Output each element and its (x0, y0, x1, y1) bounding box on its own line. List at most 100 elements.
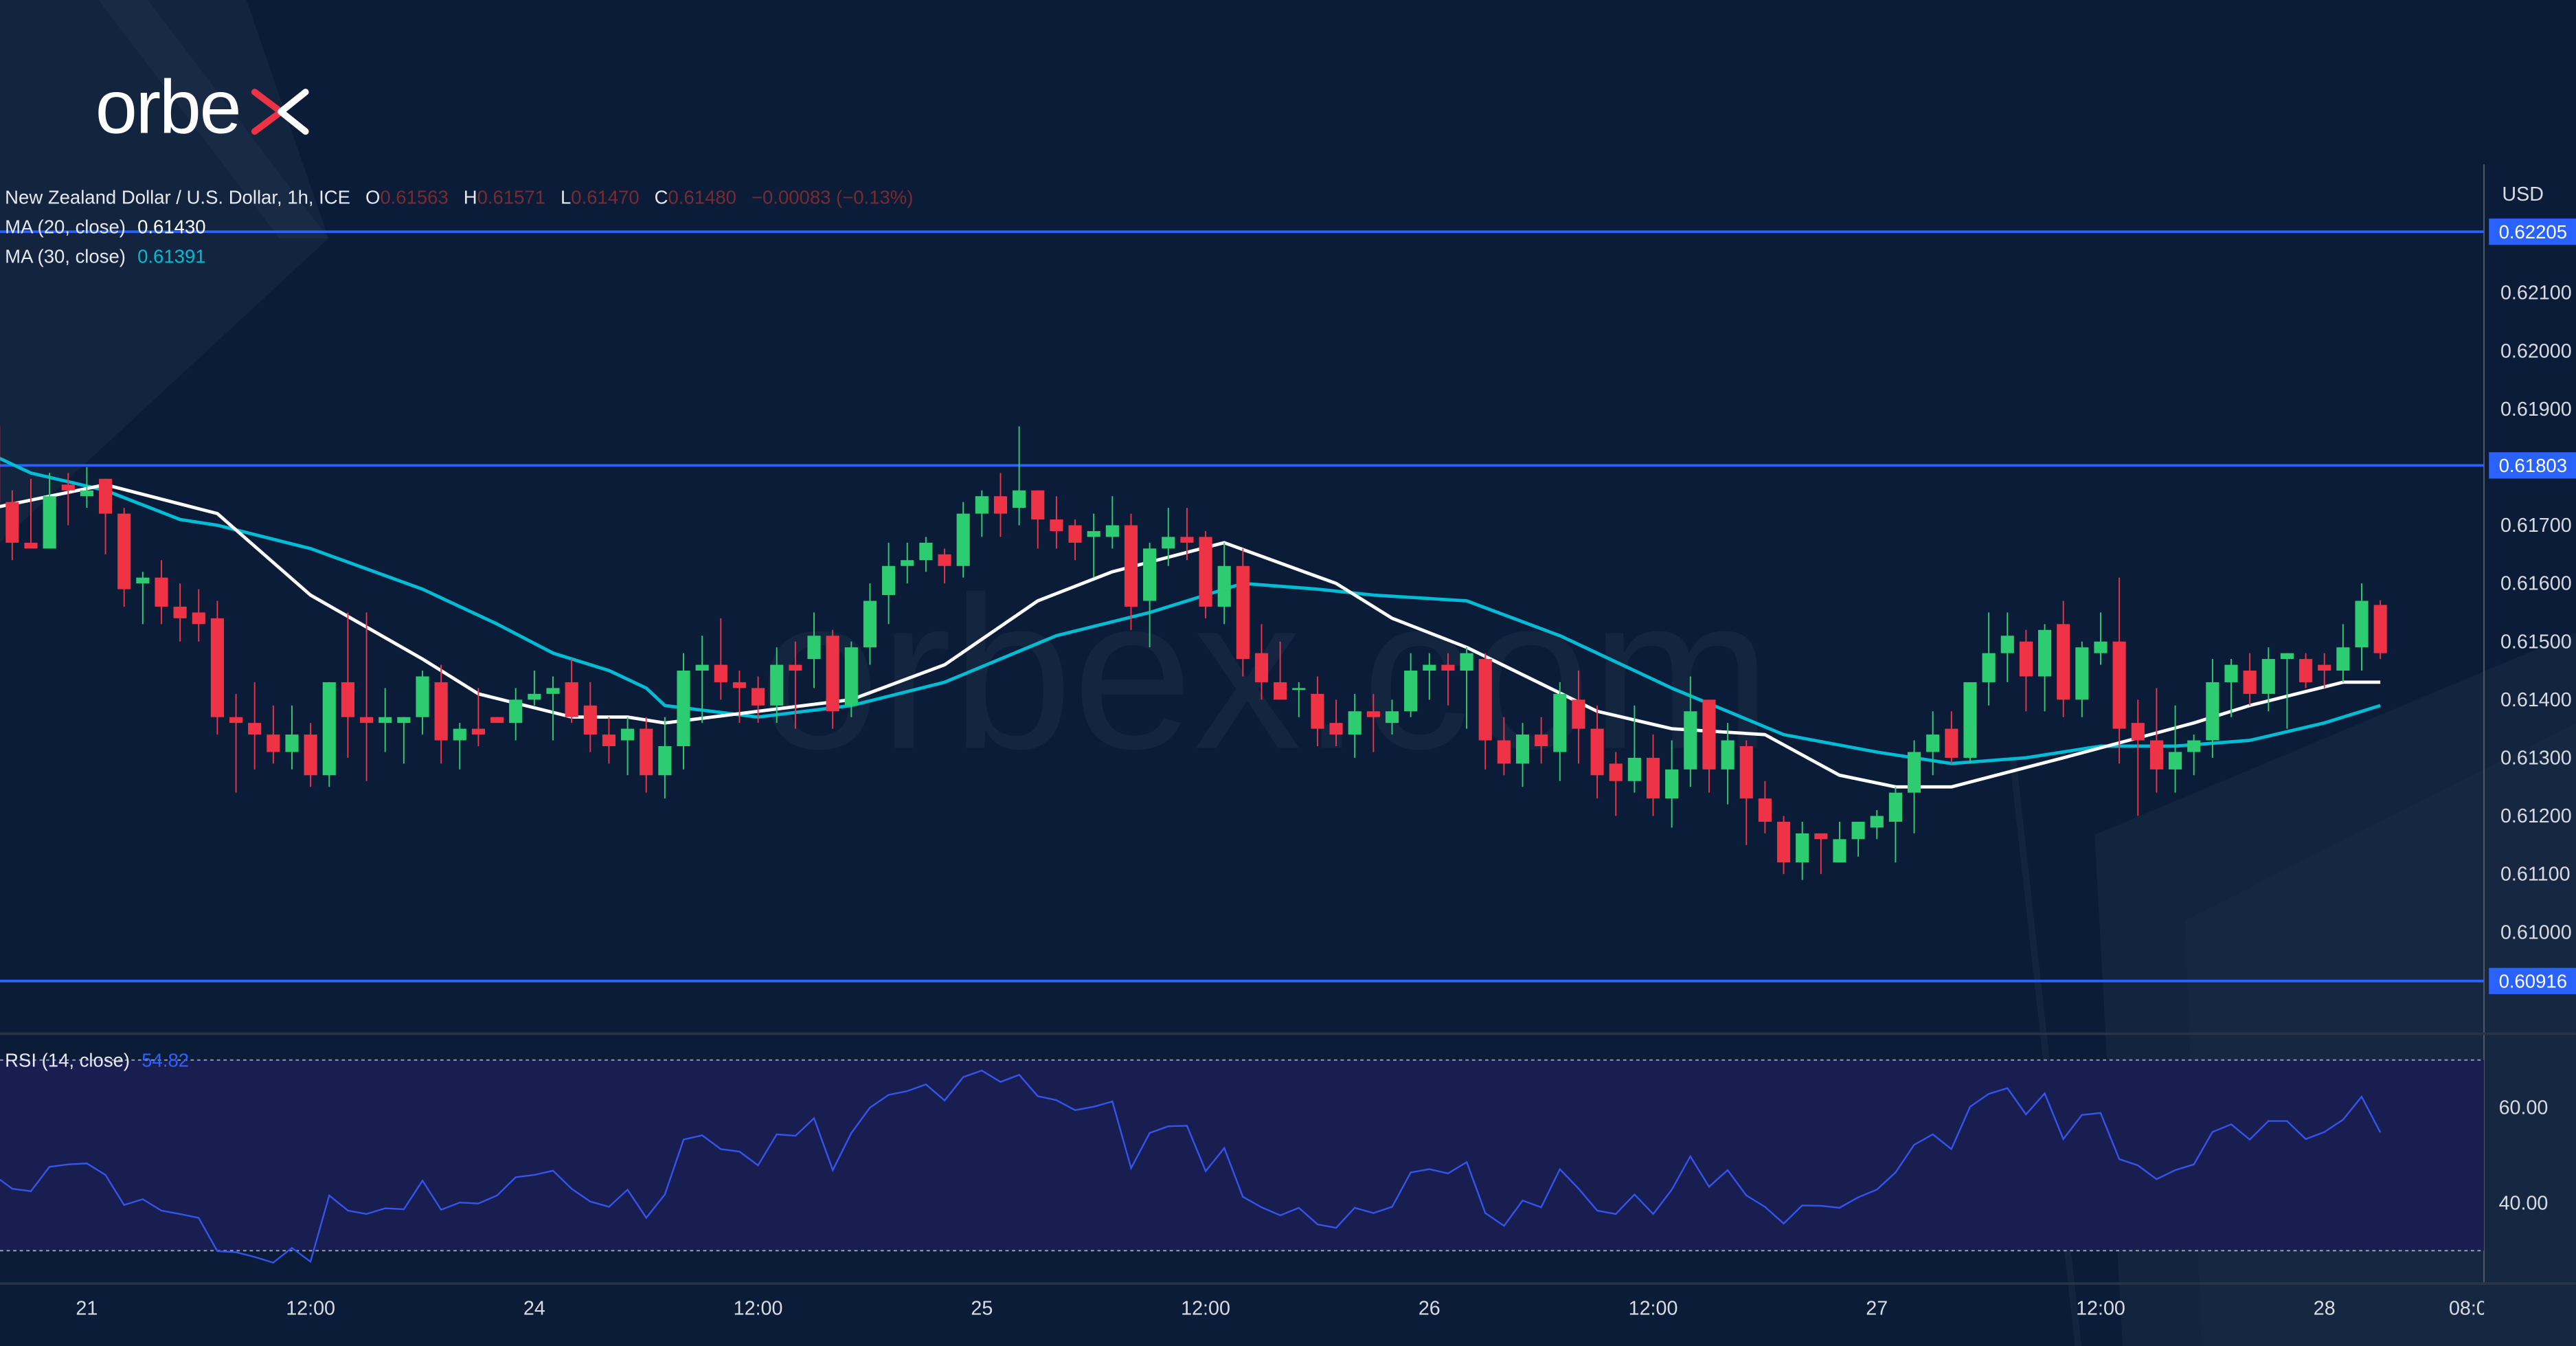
candle-body (1963, 682, 1977, 758)
candle-body (1441, 664, 1455, 671)
candle-down (210, 601, 224, 735)
candle-body (919, 542, 933, 561)
candle-down (993, 473, 1008, 537)
ma30-legend[interactable]: MA (30, close) 0.61391 (5, 246, 205, 267)
candle-body (509, 699, 523, 724)
candle-up (1851, 821, 1865, 857)
candle-body (640, 728, 653, 776)
candle-body (1311, 693, 1324, 729)
candle-up (2075, 641, 2089, 717)
candle-body (1460, 653, 1473, 671)
low-value: 0.61470 (571, 187, 639, 208)
candle-body (2187, 740, 2201, 752)
candle-body (117, 513, 131, 590)
ma20-line (0, 482, 2381, 789)
candle-down (5, 490, 19, 561)
orbex-logo: orbe (95, 65, 309, 150)
candle-body (732, 682, 747, 688)
price-level-badge (2489, 967, 2576, 994)
candle-up (546, 676, 560, 741)
candle-down (2112, 577, 2126, 764)
candle-body (2261, 659, 2275, 694)
candle-up (1087, 513, 1100, 578)
symbol-legend[interactable]: New Zealand Dollar / U.S. Dollar, 1h, IC… (5, 187, 913, 208)
candle-body (1236, 565, 1250, 660)
candle-down (732, 671, 747, 724)
price-tick-label: 0.61700 (2500, 515, 2572, 537)
candle-up (1162, 508, 1175, 566)
candle-body (1162, 537, 1175, 549)
rsi-legend[interactable]: RSI (14, close) 54.82 (5, 1049, 189, 1070)
candle-body (1124, 525, 1138, 607)
candle-body (1796, 833, 1809, 863)
candle-body (98, 478, 113, 514)
candle-up (677, 653, 690, 770)
candle-up (919, 537, 933, 572)
candle-body (677, 671, 690, 746)
candle-down (490, 717, 504, 724)
candlesticks (0, 426, 2387, 880)
candle-up (2280, 653, 2294, 729)
candle-body (397, 717, 411, 724)
candle-down (752, 676, 765, 724)
time-tick-label: 27 (1866, 1298, 1888, 1320)
ma30-value: 0.61391 (137, 246, 205, 267)
candle-up (1423, 653, 1436, 700)
candle-up (1963, 682, 1977, 764)
time-axis[interactable]: 21 12:00 24 12:00 25 12:00 26 12:00 27 12:00 28 08:… (76, 1298, 2498, 1320)
price-axis[interactable]: 0.62100 0.62000 0.61900 0.61700 0.61600 0.615… (2489, 218, 2576, 994)
candle-body (583, 705, 597, 735)
candle-body (304, 734, 317, 776)
candle-up (136, 572, 150, 625)
candle-body (1833, 839, 1846, 863)
ma20-legend[interactable]: MA (20, close) 0.61430 (5, 216, 205, 238)
candle-body (2149, 740, 2163, 770)
candle-body (2019, 641, 2033, 677)
time-tick-label: 12:00 (2076, 1298, 2125, 1320)
candle-body (2000, 636, 2014, 653)
candle-down (2057, 601, 2070, 717)
candle-up (1982, 612, 1996, 706)
price-tick-label: 0.61600 (2500, 573, 2572, 595)
candle-body (322, 682, 336, 776)
candle-down (1329, 699, 1343, 747)
candle-body (621, 728, 635, 741)
candle-body (24, 542, 38, 549)
candle-up (863, 583, 877, 665)
symbol-title: New Zealand Dollar / U.S. Dollar, 1h, IC… (5, 187, 350, 208)
candle-body (2336, 647, 2350, 671)
candle-down (1702, 699, 1716, 793)
candle-down (434, 664, 448, 764)
candle-up (1460, 647, 1473, 729)
candle-up (1217, 542, 1231, 625)
candle-body (2075, 647, 2089, 700)
candle-body (1609, 763, 1623, 781)
candle-down (1646, 734, 1660, 816)
candle-body (2318, 664, 2331, 671)
candle-body (416, 676, 429, 717)
candle-up (453, 723, 466, 770)
candle-body (1627, 757, 1641, 781)
time-tick-label: 26 (1419, 1298, 1440, 1320)
candle-body (173, 606, 187, 618)
candle-down (565, 659, 578, 724)
candle-down (1758, 781, 1772, 833)
candle-body (1478, 659, 1492, 741)
candle-down (714, 618, 727, 700)
candle-down (1236, 548, 1250, 677)
time-tick-label: 12:00 (1181, 1298, 1230, 1320)
candle-body (1572, 699, 1585, 729)
svg-text:orbe: orbe (95, 65, 240, 150)
candle-body (1292, 688, 1306, 691)
candle-down (1739, 740, 1753, 845)
rsi-axis[interactable]: 60.00 40.00 (2499, 1097, 2549, 1215)
candle-body (1217, 565, 1231, 607)
candle-body (2299, 659, 2313, 682)
candle-body (61, 484, 75, 491)
candle-down (1050, 496, 1063, 549)
candle-body (5, 502, 19, 543)
candle-body (248, 723, 262, 735)
candle-body (975, 496, 988, 514)
candle-up (509, 688, 523, 741)
